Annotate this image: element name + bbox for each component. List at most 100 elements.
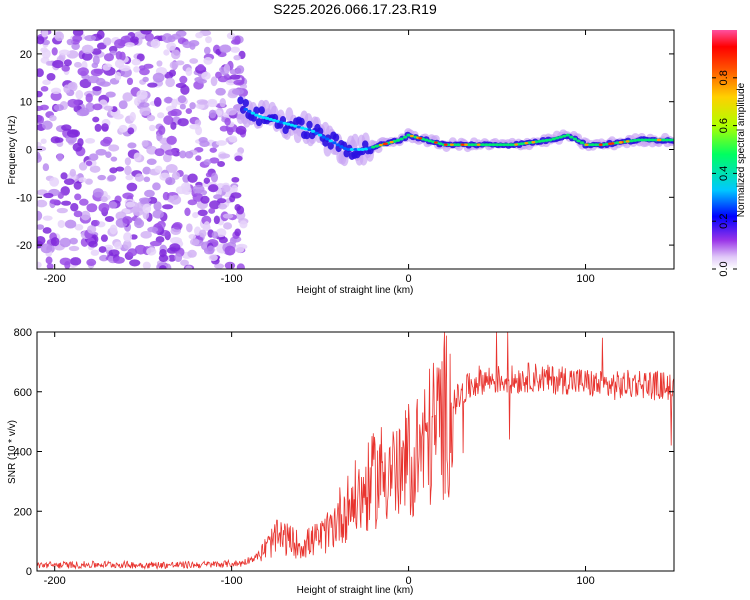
ridge-core [470,143,475,147]
noise-blob [142,76,149,83]
colorbar-tick-label: 0.8 [718,70,730,85]
noise-blob [113,113,124,120]
y-tick-label: 20 [20,49,32,61]
ridge-core [328,139,333,143]
noise-blob [210,172,219,183]
noise-blob [74,193,82,201]
noise-blob [42,215,53,221]
noise-blob [210,76,218,87]
ridge-core [275,119,280,123]
ridge-core [360,148,365,151]
noise-blob [72,142,83,152]
noise-blob [146,114,156,122]
noise-blob [41,120,53,130]
noise-blob [130,234,138,240]
noise-blob [163,115,174,125]
noise-blob [192,184,205,194]
ridge-core [664,138,670,142]
noise-blob [81,44,94,55]
ridge-core [271,118,277,122]
noise-blob [175,82,187,89]
noise-blob [72,30,84,37]
ridge-core [639,138,645,142]
ridge-core [399,137,404,141]
noise-blob [73,210,83,218]
noise-blob [89,165,101,173]
noise-blob [218,236,228,244]
colorbar-tick-label: 0.4 [718,166,730,181]
noise-blob [223,63,231,74]
noise-blob [159,265,167,269]
ridge-core [261,115,266,119]
noise-blob [92,116,100,123]
ridge-core [346,148,351,151]
noise-blob [46,263,54,269]
ridge-core [353,148,358,151]
noise-blob [127,248,138,257]
noise-blob [59,257,72,266]
noise-blob [169,243,181,252]
noise-blob [103,53,115,62]
ridge-core [636,138,641,142]
noise-blob [208,184,219,193]
noise-blob [154,148,165,157]
noise-blob [167,110,178,117]
noise-blob [140,30,152,35]
noise-blob [185,265,193,269]
noise-blob [37,153,42,163]
noise-blob [187,173,198,183]
noise-blob [37,210,43,221]
noise-blob [189,58,199,64]
noise-blob [99,254,109,262]
noise-blob [171,33,181,40]
y-tick-label: 200 [14,506,32,518]
noise-blob [217,161,226,168]
noise-blob [54,31,64,42]
noise-blob [54,137,64,143]
ridge-core [243,107,248,111]
noise-blob [122,216,133,225]
noise-blob [134,244,147,255]
noise-blob [53,104,64,112]
noise-blob [201,71,211,80]
noise-blob [105,91,116,98]
noise-blob [51,47,58,56]
noise-blob [141,140,149,147]
ridge-core [547,138,553,142]
noise-blob [139,197,152,203]
noise-blob [163,49,170,56]
noise-blob [147,226,159,233]
noise-blob [96,30,105,40]
ridge-core [593,143,599,147]
noise-blob [218,153,231,159]
ridge-core [484,143,489,147]
noise-blob [188,234,197,240]
noise-blob [195,155,202,162]
noise-blob [179,75,188,84]
noise-blob [76,109,89,117]
noise-blob [37,261,42,269]
noise-blob [170,121,177,130]
ridge-core [406,133,411,137]
noise-blob [208,207,216,214]
noise-blob [162,204,174,210]
ridge-peak [584,143,589,146]
ridge-core [579,141,585,145]
ridge-core [332,141,337,145]
noise-blob [224,245,236,256]
colorbar-tick-label: 0.2 [718,214,730,229]
noise-blob [209,147,218,153]
noise-blob [105,151,112,159]
noise-blob [152,209,164,219]
ridge-peak [598,143,603,146]
ridge-core [247,109,252,113]
noise-blob [126,77,134,86]
noise-blob [200,195,210,204]
noise-blob [92,103,103,111]
noise-blob [110,156,118,162]
noise-blob [205,36,212,44]
noise-blob [234,228,242,237]
ridge-band [303,131,311,140]
ridge-peak [610,142,615,145]
